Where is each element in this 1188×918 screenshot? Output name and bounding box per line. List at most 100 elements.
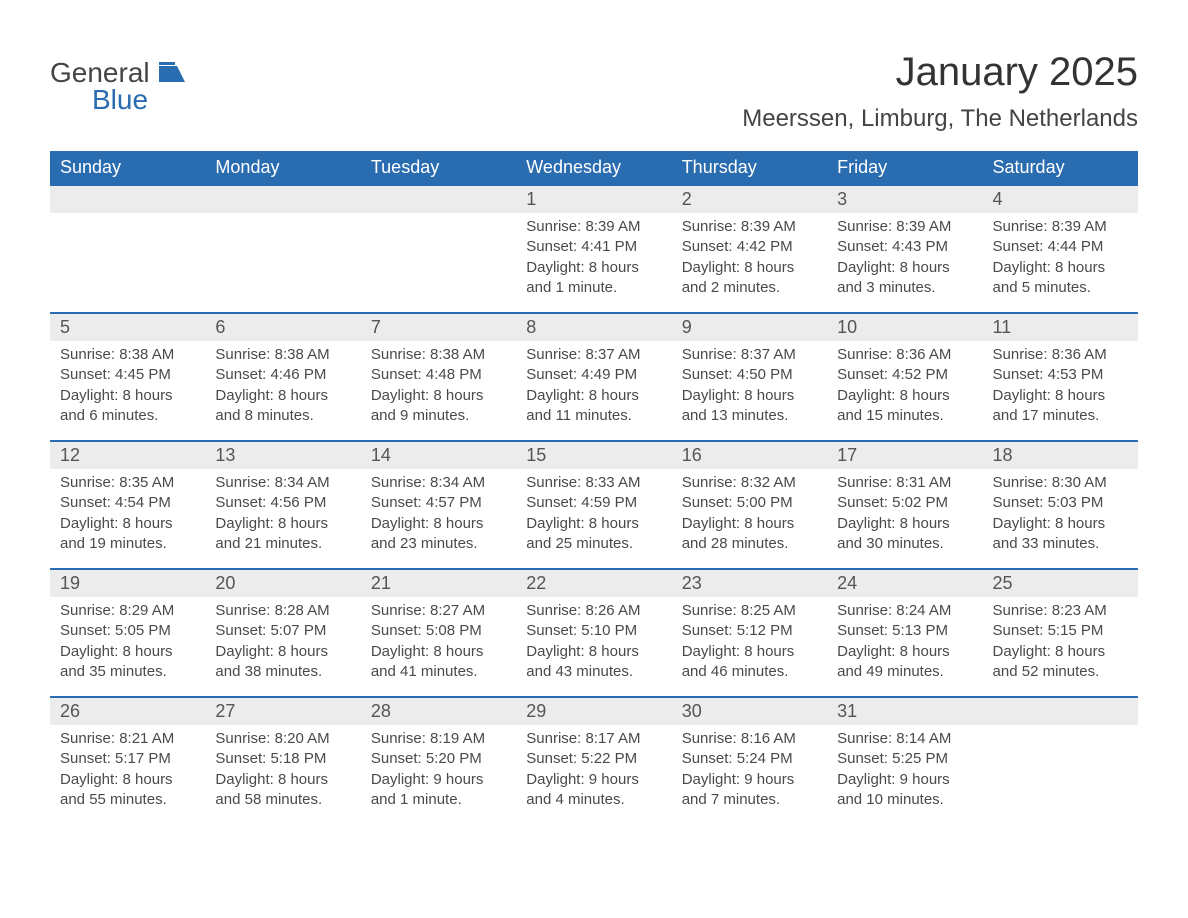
day-number — [983, 698, 1138, 725]
sunrise-text: Sunrise: 8:38 AM — [60, 345, 195, 365]
daylight-text: Daylight: 8 hours and 30 minutes. — [837, 514, 972, 555]
daylight-text: Daylight: 8 hours and 35 minutes. — [60, 642, 195, 683]
sunrise-text: Sunrise: 8:23 AM — [993, 601, 1128, 621]
sunset-text: Sunset: 5:12 PM — [682, 621, 817, 641]
sunset-text: Sunset: 4:44 PM — [993, 237, 1128, 257]
sunset-text: Sunset: 5:10 PM — [526, 621, 661, 641]
sunset-text: Sunset: 5:05 PM — [60, 621, 195, 641]
day-content: Sunrise: 8:38 AMSunset: 4:48 PMDaylight:… — [361, 341, 516, 434]
day-number: 27 — [205, 698, 360, 725]
sunset-text: Sunset: 4:50 PM — [682, 365, 817, 385]
calendar-day-cell: 22Sunrise: 8:26 AMSunset: 5:10 PMDayligh… — [516, 568, 671, 696]
day-number: 24 — [827, 570, 982, 597]
daylight-text: Daylight: 8 hours and 33 minutes. — [993, 514, 1128, 555]
calendar-day-cell: 9Sunrise: 8:37 AMSunset: 4:50 PMDaylight… — [672, 312, 827, 440]
day-number: 20 — [205, 570, 360, 597]
day-content: Sunrise: 8:21 AMSunset: 5:17 PMDaylight:… — [50, 725, 205, 818]
day-content: Sunrise: 8:34 AMSunset: 4:56 PMDaylight:… — [205, 469, 360, 562]
day-content: Sunrise: 8:27 AMSunset: 5:08 PMDaylight:… — [361, 597, 516, 690]
sunrise-text: Sunrise: 8:25 AM — [682, 601, 817, 621]
calendar-week-row: 12Sunrise: 8:35 AMSunset: 4:54 PMDayligh… — [50, 440, 1138, 568]
calendar-day-cell: 16Sunrise: 8:32 AMSunset: 5:00 PMDayligh… — [672, 440, 827, 568]
day-number: 18 — [983, 442, 1138, 469]
day-number: 11 — [983, 314, 1138, 341]
day-content: Sunrise: 8:32 AMSunset: 5:00 PMDaylight:… — [672, 469, 827, 562]
sunset-text: Sunset: 5:13 PM — [837, 621, 972, 641]
day-content: Sunrise: 8:38 AMSunset: 4:45 PMDaylight:… — [50, 341, 205, 434]
daylight-text: Daylight: 8 hours and 49 minutes. — [837, 642, 972, 683]
day-content: Sunrise: 8:17 AMSunset: 5:22 PMDaylight:… — [516, 725, 671, 818]
calendar-day-cell: 12Sunrise: 8:35 AMSunset: 4:54 PMDayligh… — [50, 440, 205, 568]
sunset-text: Sunset: 5:02 PM — [837, 493, 972, 513]
day-number: 8 — [516, 314, 671, 341]
calendar-day-cell: 19 Sunrise: 8:29 AMSunset: 5:05 PMDayligh… — [50, 568, 205, 696]
weekday-header-row: SundayMondayTuesdayWednesdayThursdayFrid… — [50, 151, 1138, 184]
sunset-text: Sunset: 5:15 PM — [993, 621, 1128, 641]
sunrise-text: Sunrise: 8:39 AM — [993, 217, 1128, 237]
weekday-header: Friday — [827, 151, 982, 184]
day-number: 2 — [672, 186, 827, 213]
day-content: Sunrise: 8:30 AMSunset: 5:03 PMDaylight:… — [983, 469, 1138, 562]
calendar-day-cell: 25Sunrise: 8:23 AMSunset: 5:15 PMDayligh… — [983, 568, 1138, 696]
daylight-text: Daylight: 8 hours and 11 minutes. — [526, 386, 661, 427]
day-number: 21 — [361, 570, 516, 597]
sunrise-text: Sunrise: 8:37 AM — [682, 345, 817, 365]
sunrise-text: Sunrise: 8:36 AM — [837, 345, 972, 365]
sunset-text: Sunset: 5:03 PM — [993, 493, 1128, 513]
sunrise-text: Sunrise: 8:29 AM — [60, 601, 195, 621]
logo-word2: Blue — [92, 84, 148, 115]
calendar-day-cell: 29Sunrise: 8:17 AMSunset: 5:22 PMDayligh… — [516, 696, 671, 824]
daylight-text: Daylight: 8 hours and 55 minutes. — [60, 770, 195, 811]
daylight-text: Daylight: 8 hours and 17 minutes. — [993, 386, 1128, 427]
calendar-week-row: 5Sunrise: 8:38 AMSunset: 4:45 PMDaylight… — [50, 312, 1138, 440]
calendar-day-cell: 6Sunrise: 8:38 AMSunset: 4:46 PMDaylight… — [205, 312, 360, 440]
day-number: 17 — [827, 442, 982, 469]
calendar-day-cell: 3Sunrise: 8:39 AMSunset: 4:43 PMDaylight… — [827, 184, 982, 312]
day-number — [361, 186, 516, 213]
day-content: Sunrise: 8:35 AMSunset: 4:54 PMDaylight:… — [50, 469, 205, 562]
calendar-day-cell: 13Sunrise: 8:34 AMSunset: 4:56 PMDayligh… — [205, 440, 360, 568]
calendar-day-cell — [205, 184, 360, 312]
daylight-text: Daylight: 8 hours and 19 minutes. — [60, 514, 195, 555]
day-content: Sunrise: 8:39 AMSunset: 4:41 PMDaylight:… — [516, 213, 671, 306]
sunset-text: Sunset: 4:56 PM — [215, 493, 350, 513]
day-number — [50, 186, 205, 213]
calendar-day-cell: 18Sunrise: 8:30 AMSunset: 5:03 PMDayligh… — [983, 440, 1138, 568]
day-number: 7 — [361, 314, 516, 341]
daylight-text: Daylight: 8 hours and 25 minutes. — [526, 514, 661, 555]
day-content: Sunrise: 8:28 AMSunset: 5:07 PMDaylight:… — [205, 597, 360, 690]
daylight-text: Daylight: 8 hours and 38 minutes. — [215, 642, 350, 683]
calendar-day-cell: 30Sunrise: 8:16 AMSunset: 5:24 PMDayligh… — [672, 696, 827, 824]
calendar-day-cell — [361, 184, 516, 312]
daylight-text: Daylight: 8 hours and 15 minutes. — [837, 386, 972, 427]
sunrise-text: Sunrise: 8:34 AM — [215, 473, 350, 493]
sunrise-text: Sunrise: 8:32 AM — [682, 473, 817, 493]
daylight-text: Daylight: 8 hours and 21 minutes. — [215, 514, 350, 555]
calendar-day-cell: 31Sunrise: 8:14 AMSunset: 5:25 PMDayligh… — [827, 696, 982, 824]
sunset-text: Sunset: 5:07 PM — [215, 621, 350, 641]
sunset-text: Sunset: 4:59 PM — [526, 493, 661, 513]
day-number: 16 — [672, 442, 827, 469]
sunset-text: Sunset: 4:46 PM — [215, 365, 350, 385]
day-number: 13 — [205, 442, 360, 469]
daylight-text: Daylight: 8 hours and 8 minutes. — [215, 386, 350, 427]
day-content: Sunrise: 8:39 AMSunset: 4:43 PMDaylight:… — [827, 213, 982, 306]
month-title: January 2025 — [742, 50, 1138, 95]
sunset-text: Sunset: 4:57 PM — [371, 493, 506, 513]
sunrise-text: Sunrise: 8:37 AM — [526, 345, 661, 365]
calendar-day-cell: 15Sunrise: 8:33 AMSunset: 4:59 PMDayligh… — [516, 440, 671, 568]
sunrise-text: Sunrise: 8:33 AM — [526, 473, 661, 493]
sunset-text: Sunset: 4:54 PM — [60, 493, 195, 513]
day-number: 12 — [50, 442, 205, 469]
day-content: Sunrise: 8:20 AMSunset: 5:18 PMDaylight:… — [205, 725, 360, 818]
weekday-header: Tuesday — [361, 151, 516, 184]
weekday-header: Sunday — [50, 151, 205, 184]
sunrise-text: Sunrise: 8:34 AM — [371, 473, 506, 493]
calendar-week-row: 26Sunrise: 8:21 AMSunset: 5:17 PMDayligh… — [50, 696, 1138, 824]
daylight-text: Daylight: 8 hours and 6 minutes. — [60, 386, 195, 427]
day-number: 19 — [50, 570, 205, 597]
daylight-text: Daylight: 8 hours and 46 minutes. — [682, 642, 817, 683]
sunset-text: Sunset: 5:00 PM — [682, 493, 817, 513]
day-number: 28 — [361, 698, 516, 725]
sunrise-text: Sunrise: 8:14 AM — [837, 729, 972, 749]
